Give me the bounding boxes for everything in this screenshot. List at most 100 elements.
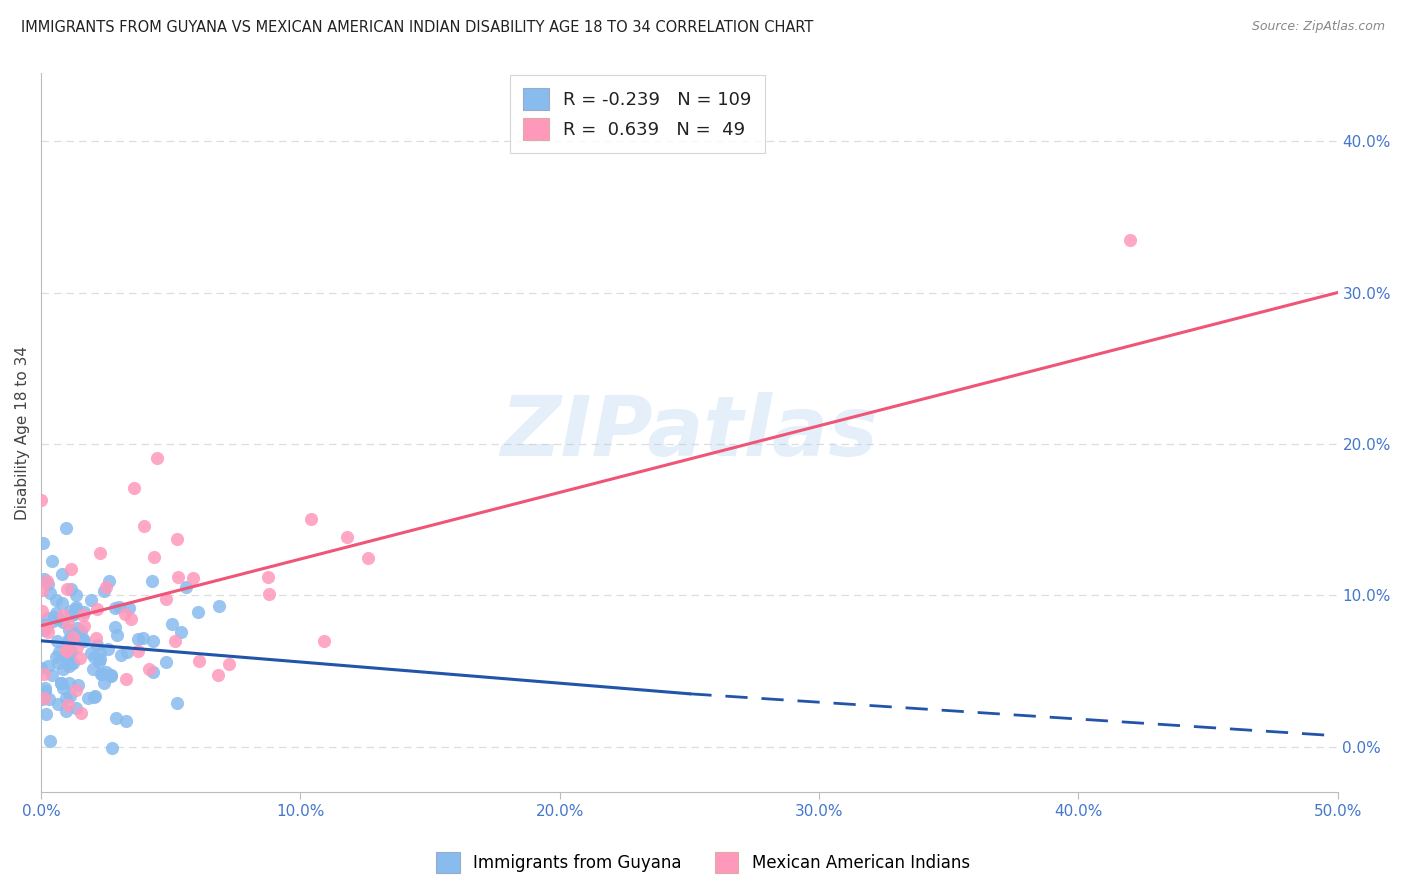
Point — [257, 587, 280, 601]
Point — [166, 696, 188, 710]
Point — [46, 633, 69, 648]
Point — [30, 617, 52, 632]
Point — [56, 633, 79, 648]
Point — [31, 583, 53, 598]
Point — [48, 612, 70, 626]
Point — [155, 591, 177, 606]
Point — [100, 668, 122, 682]
Point — [176, 580, 198, 594]
Point — [52, 607, 75, 622]
Point — [208, 599, 231, 614]
Point — [34, 618, 56, 632]
Point — [65, 700, 87, 714]
Point — [55, 643, 77, 657]
Point — [58, 658, 80, 673]
Point — [118, 600, 141, 615]
Legend: R = -0.239   N = 109, R =  0.639   N =  49: R = -0.239 N = 109, R = 0.639 N = 49 — [510, 75, 765, 153]
Point — [87, 655, 110, 669]
Point — [141, 574, 163, 588]
Point — [59, 644, 82, 658]
Point — [48, 611, 70, 625]
Point — [35, 620, 58, 634]
Point — [31, 691, 53, 706]
Point — [80, 646, 103, 660]
Point — [207, 667, 229, 681]
Point — [94, 580, 117, 594]
Point — [45, 593, 67, 607]
Point — [56, 640, 79, 655]
Point — [42, 610, 65, 624]
Point — [110, 648, 132, 662]
Point — [94, 665, 117, 679]
Point — [72, 607, 94, 622]
Point — [59, 582, 82, 596]
Point — [100, 668, 122, 682]
Point — [82, 662, 104, 676]
Point — [89, 652, 111, 666]
Point — [45, 649, 67, 664]
Point — [86, 601, 108, 615]
Point — [32, 667, 55, 681]
Text: IMMIGRANTS FROM GUYANA VS MEXICAN AMERICAN INDIAN DISABILITY AGE 18 TO 34 CORREL: IMMIGRANTS FROM GUYANA VS MEXICAN AMERIC… — [21, 20, 814, 35]
Point — [52, 661, 75, 675]
Point — [34, 707, 56, 722]
Point — [73, 633, 96, 648]
Point — [142, 665, 165, 679]
Point — [257, 569, 280, 583]
Point — [132, 631, 155, 645]
Point — [52, 615, 75, 630]
Point — [62, 656, 84, 670]
Point — [38, 733, 60, 747]
Y-axis label: Disability Age 18 to 34: Disability Age 18 to 34 — [15, 345, 30, 520]
Point — [34, 681, 56, 695]
Point — [34, 623, 56, 637]
Point — [299, 512, 322, 526]
Point — [58, 623, 80, 637]
Point — [80, 593, 103, 607]
Point — [30, 660, 52, 674]
Point — [49, 675, 72, 690]
Point — [58, 675, 80, 690]
Point — [84, 631, 107, 645]
Point — [155, 655, 177, 669]
Point — [65, 588, 87, 602]
Point — [83, 649, 105, 664]
Point — [105, 628, 128, 642]
Point — [108, 599, 131, 614]
Point — [100, 741, 122, 756]
Point — [66, 640, 89, 655]
Point — [1119, 233, 1142, 247]
Point — [89, 546, 111, 560]
Point — [62, 626, 84, 640]
Point — [90, 667, 112, 681]
Point — [187, 605, 209, 619]
Point — [60, 645, 83, 659]
Point — [55, 704, 77, 718]
Point — [59, 690, 82, 704]
Point — [52, 681, 75, 695]
Point — [98, 574, 121, 589]
Point — [69, 651, 91, 665]
Point — [46, 656, 69, 670]
Point — [56, 582, 79, 596]
Point — [143, 549, 166, 564]
Point — [51, 676, 73, 690]
Point — [31, 604, 53, 618]
Point — [32, 572, 55, 586]
Point — [62, 607, 84, 621]
Point — [356, 551, 378, 566]
Point — [97, 642, 120, 657]
Point — [93, 676, 115, 690]
Point — [73, 605, 96, 619]
Point — [67, 678, 90, 692]
Point — [93, 584, 115, 599]
Point — [66, 621, 89, 635]
Point — [104, 620, 127, 634]
Point — [60, 607, 83, 622]
Point — [34, 684, 56, 698]
Point — [104, 600, 127, 615]
Point — [187, 654, 209, 668]
Point — [122, 481, 145, 495]
Point — [160, 617, 183, 632]
Point — [46, 697, 69, 711]
